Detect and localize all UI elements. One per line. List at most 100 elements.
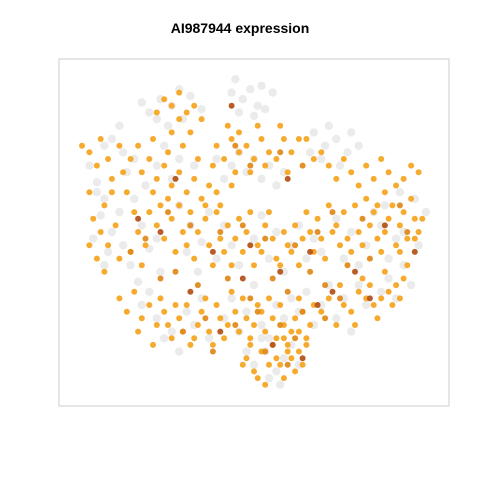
low-expression-point [79, 142, 85, 149]
low-expression-point [333, 222, 340, 229]
mid-expression-point [329, 209, 336, 216]
background-point [249, 234, 259, 243]
low-expression-point [254, 242, 261, 249]
low-expression-point [108, 175, 115, 182]
low-expression-point [295, 328, 302, 335]
background-point [317, 154, 326, 164]
mid-expression-point [202, 315, 209, 322]
low-expression-point [378, 295, 385, 302]
background-point [354, 141, 363, 150]
low-expression-point [213, 142, 220, 149]
mid-expression-point [396, 202, 403, 209]
background-point [414, 241, 423, 250]
background-point [377, 287, 386, 296]
background-point [137, 300, 146, 310]
low-expression-point [288, 328, 295, 335]
high-expression-point [217, 328, 224, 335]
low-expression-point [176, 202, 183, 209]
low-expression-point [393, 282, 400, 289]
low-expression-point [254, 122, 261, 129]
low-expression-point [340, 302, 347, 308]
low-expression-point [348, 169, 355, 176]
mid-expression-point [344, 262, 351, 269]
low-expression-point [168, 335, 175, 342]
low-expression-point [183, 109, 190, 116]
low-expression-point [310, 156, 317, 162]
low-expression-point [284, 169, 291, 176]
background-point [115, 121, 124, 130]
background-point [347, 327, 356, 336]
low-expression-point [277, 361, 284, 368]
mid-expression-point [284, 288, 291, 295]
background-point [89, 234, 98, 243]
low-expression-point [228, 262, 235, 269]
low-expression-point [86, 242, 93, 249]
low-expression-point [288, 248, 295, 255]
low-expression-point [165, 149, 171, 156]
background-point [332, 214, 341, 223]
background-point [249, 360, 259, 369]
background-point [227, 294, 236, 303]
background-point [100, 194, 109, 203]
low-expression-point [295, 136, 302, 142]
low-expression-point [131, 288, 138, 295]
high-expression-point [277, 268, 284, 275]
low-expression-point [292, 222, 299, 229]
background-point [234, 108, 244, 117]
mid-expression-point [314, 229, 321, 235]
mid-expression-point [165, 209, 171, 216]
background-point [118, 148, 128, 157]
background-point [242, 347, 251, 356]
low-expression-point [172, 302, 179, 308]
low-expression-point [251, 322, 257, 328]
low-expression-point [168, 215, 175, 222]
low-expression-point [236, 215, 242, 222]
low-expression-point [408, 195, 415, 202]
background-point [156, 267, 165, 276]
background-point [261, 105, 270, 114]
low-expression-point [284, 242, 291, 249]
low-expression-point [322, 255, 329, 262]
low-expression-point [277, 302, 284, 308]
background-point [182, 247, 191, 257]
low-expression-point [236, 129, 242, 136]
low-expression-point [236, 328, 242, 335]
low-expression-point [112, 222, 119, 229]
low-expression-point [224, 322, 231, 328]
low-expression-point [179, 229, 186, 235]
background-point [242, 307, 251, 316]
low-expression-point [161, 308, 168, 315]
low-expression-point [295, 295, 302, 302]
low-expression-point [359, 242, 366, 249]
low-expression-point [153, 109, 160, 116]
low-expression-point [307, 322, 314, 328]
low-expression-point [153, 175, 160, 182]
low-expression-point [258, 136, 265, 142]
background-point [212, 154, 221, 164]
low-expression-point [202, 202, 209, 209]
low-expression-point [172, 248, 179, 255]
background-point [324, 121, 333, 130]
low-expression-point [348, 248, 355, 255]
low-expression-point [116, 142, 123, 149]
low-expression-point [299, 235, 306, 242]
low-expression-point [236, 149, 242, 156]
low-expression-point [303, 341, 310, 348]
low-expression-point [374, 202, 381, 209]
mid-expression-point [187, 222, 194, 229]
low-expression-point [269, 315, 276, 322]
background-point [421, 207, 431, 217]
low-expression-point [150, 341, 156, 348]
low-expression-point [90, 215, 97, 222]
low-expression-point [266, 295, 272, 302]
low-expression-point [251, 368, 257, 375]
low-expression-point [97, 136, 104, 142]
background-point [175, 347, 184, 356]
low-expression-point [239, 248, 246, 255]
background-point [227, 241, 236, 250]
high-expression-point [352, 268, 358, 275]
low-expression-point [355, 182, 362, 189]
mid-expression-point [194, 282, 201, 289]
low-expression-point [232, 235, 239, 242]
low-expression-point [209, 162, 216, 169]
